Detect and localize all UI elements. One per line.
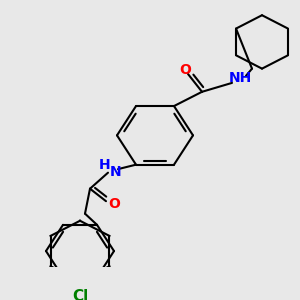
Text: NH: NH	[228, 70, 252, 85]
Text: O: O	[179, 62, 191, 76]
Text: O: O	[108, 197, 120, 211]
Text: H: H	[99, 158, 111, 172]
Text: Cl: Cl	[72, 289, 88, 300]
Text: N: N	[110, 165, 122, 179]
